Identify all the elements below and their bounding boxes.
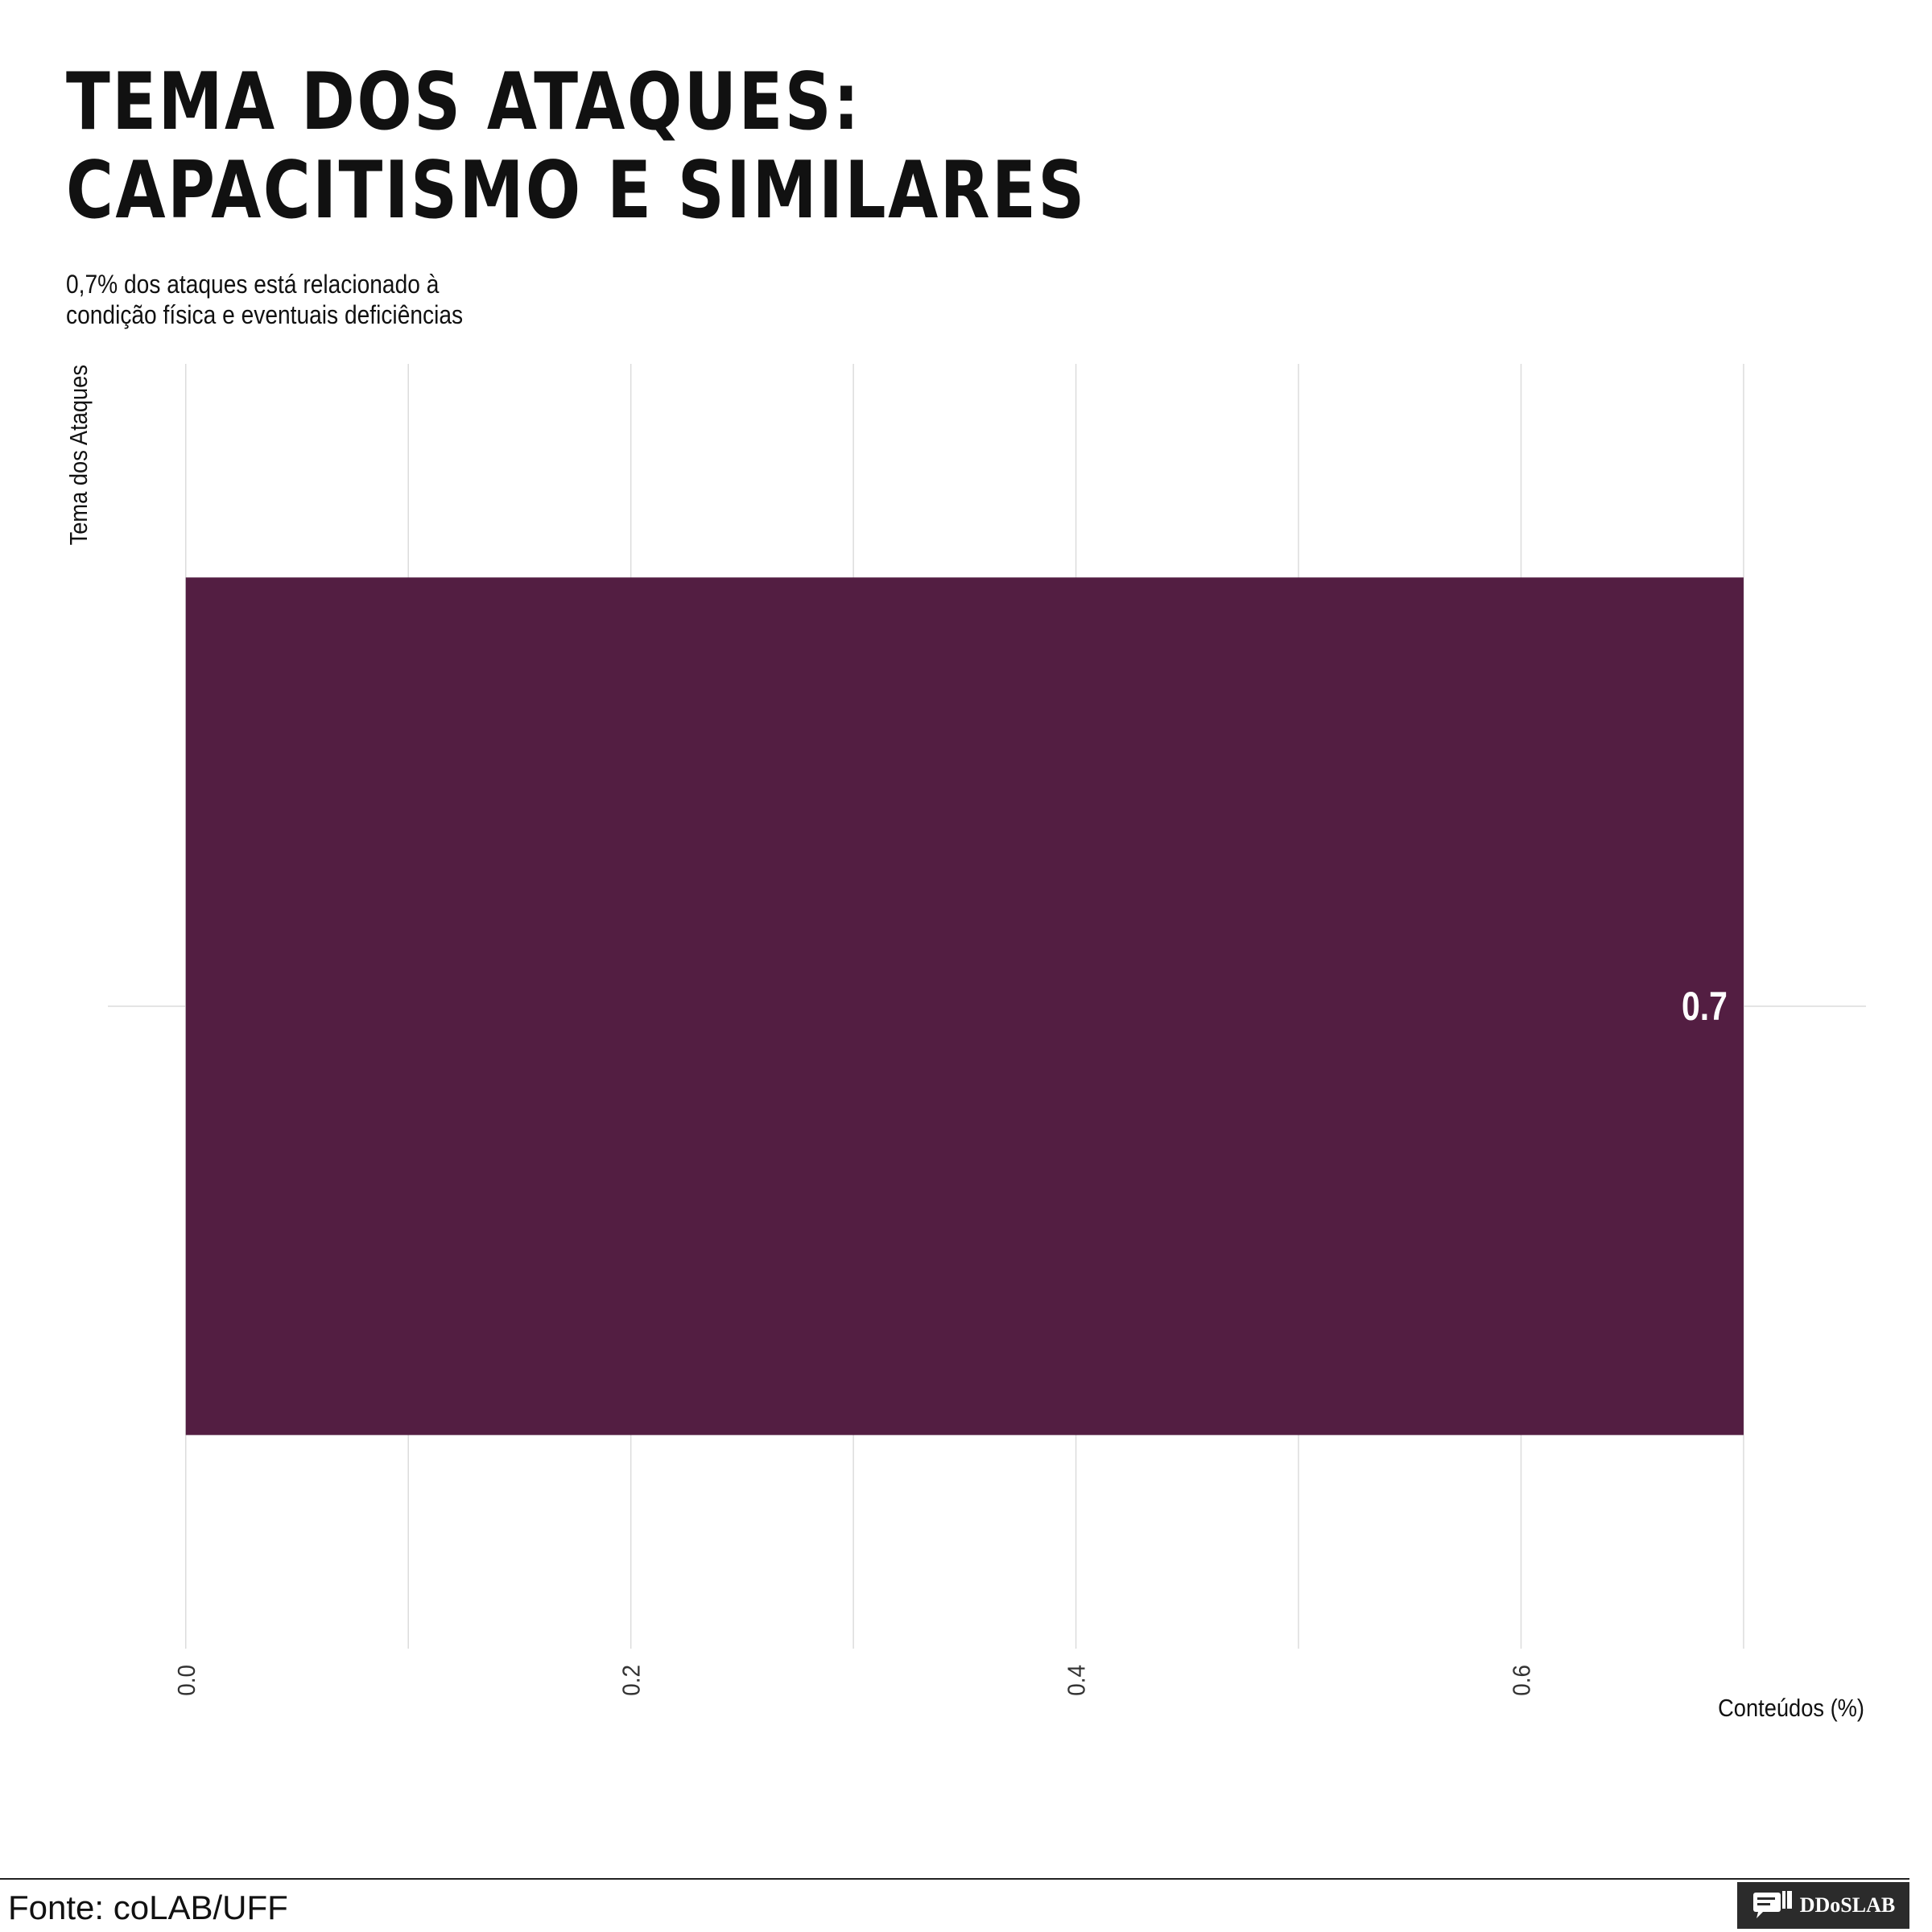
chart-title: TEMA DOS ATAQUES: CAPACITISMO E SIMILARE… [66,58,1311,235]
source-note: Fonte: coLAB/UFF [8,1889,288,1926]
chart-subtitle-line-1: 0,7% dos ataques está relacionado à [66,270,440,299]
chart-subtitle: 0,7% dos ataques está relacionado à cond… [66,269,517,330]
x-axis-ticks: 0.0 0.2 0.4 0.6 [172,1665,1535,1696]
bars [185,577,1744,1435]
x-tick-label: 0.0 [172,1665,200,1696]
brand-name: DDoSLAB [1799,1893,1896,1917]
bar-value-label: 0.7 [1682,984,1728,1029]
bar [185,577,1744,1435]
chat-bubble-icon [1752,1891,1792,1918]
chart-title-line-1: TEMA DOS ATAQUES: [66,56,861,148]
chart-subtitle-line-2: condição física e eventuais deficiências [66,300,464,329]
x-tick-label: 0.6 [1508,1665,1536,1696]
brand-logo: DDoSLAB [1737,1882,1909,1929]
chart-title-line-2: CAPACITISMO E SIMILARES [66,145,1087,237]
footer-divider [0,1878,1909,1880]
x-tick-label: 0.2 [617,1665,646,1696]
y-axis-label: Tema dos Ataques [65,365,93,545]
x-axis-label: Conteúdos (%) [1718,1695,1864,1722]
x-tick-label: 0.4 [1063,1665,1091,1696]
data-labels: 0.7 [1682,984,1728,1029]
